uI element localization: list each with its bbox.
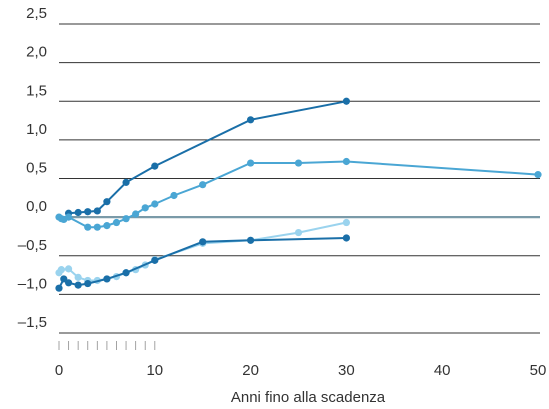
data-point	[151, 200, 159, 208]
y-tick-label: –1,5	[18, 314, 47, 331]
data-point	[122, 215, 130, 223]
x-tick-labels: 0 10 20 30 40 50	[55, 362, 547, 379]
data-point	[199, 238, 207, 246]
data-point	[64, 279, 73, 287]
data-point	[342, 157, 350, 166]
x-tick-label: 50	[530, 362, 547, 379]
data-point	[74, 273, 82, 281]
data-point	[103, 275, 111, 283]
data-point	[141, 204, 149, 212]
series-line	[68, 100, 347, 215]
data-point	[342, 97, 350, 105]
data-point	[247, 116, 255, 124]
data-point	[84, 223, 92, 231]
data-point	[74, 281, 82, 289]
data-point	[132, 210, 140, 218]
data-point	[84, 208, 92, 216]
data-point	[294, 228, 303, 237]
series-4	[55, 234, 350, 292]
data-point	[84, 279, 92, 288]
data-point	[247, 236, 255, 244]
x-minor-ticks	[58, 341, 156, 350]
x-tick-label: 30	[338, 362, 355, 379]
data-point	[112, 218, 121, 227]
data-point	[60, 275, 68, 283]
data-point	[74, 208, 82, 217]
series-group	[55, 97, 542, 292]
data-point	[103, 198, 111, 206]
series-line	[58, 221, 347, 282]
data-point	[342, 218, 350, 227]
data-point	[199, 181, 207, 189]
data-point	[64, 265, 73, 273]
series-2	[55, 157, 542, 231]
data-point	[57, 266, 65, 274]
data-point	[294, 159, 303, 167]
y-tick-labels: –1,5 –1,0 –0,5 0,0 0,5 1,0 1,5 2,0 2,5	[18, 5, 47, 331]
y-tick-label: 2,5	[26, 5, 47, 22]
x-tick-label: 10	[146, 362, 163, 379]
data-point	[55, 284, 63, 292]
data-point	[151, 256, 159, 264]
x-axis-title: Anni fino alla scadenza	[231, 389, 386, 406]
y-tick-label: 1,5	[26, 82, 47, 99]
y-tick-label: 0,5	[26, 160, 47, 177]
data-point	[122, 269, 130, 277]
grid-lines	[59, 23, 540, 334]
data-point	[170, 191, 178, 200]
data-point	[151, 162, 159, 170]
y-tick-label: –1,0	[18, 275, 47, 292]
data-point	[93, 223, 101, 231]
data-point	[103, 222, 111, 230]
data-point	[534, 171, 542, 179]
data-point	[247, 159, 255, 167]
data-point	[342, 234, 350, 242]
data-point	[64, 213, 73, 221]
y-tick-label: 2,0	[26, 44, 47, 61]
x-tick-label: 0	[55, 362, 63, 379]
y-tick-label: 1,0	[26, 121, 47, 138]
series-1	[64, 97, 350, 217]
data-point	[93, 207, 101, 215]
x-tick-label: 40	[434, 362, 451, 379]
y-tick-label: –0,5	[18, 237, 47, 254]
y-tick-label: 0,0	[26, 198, 47, 215]
x-tick-label: 20	[242, 362, 259, 379]
data-point	[122, 178, 130, 186]
